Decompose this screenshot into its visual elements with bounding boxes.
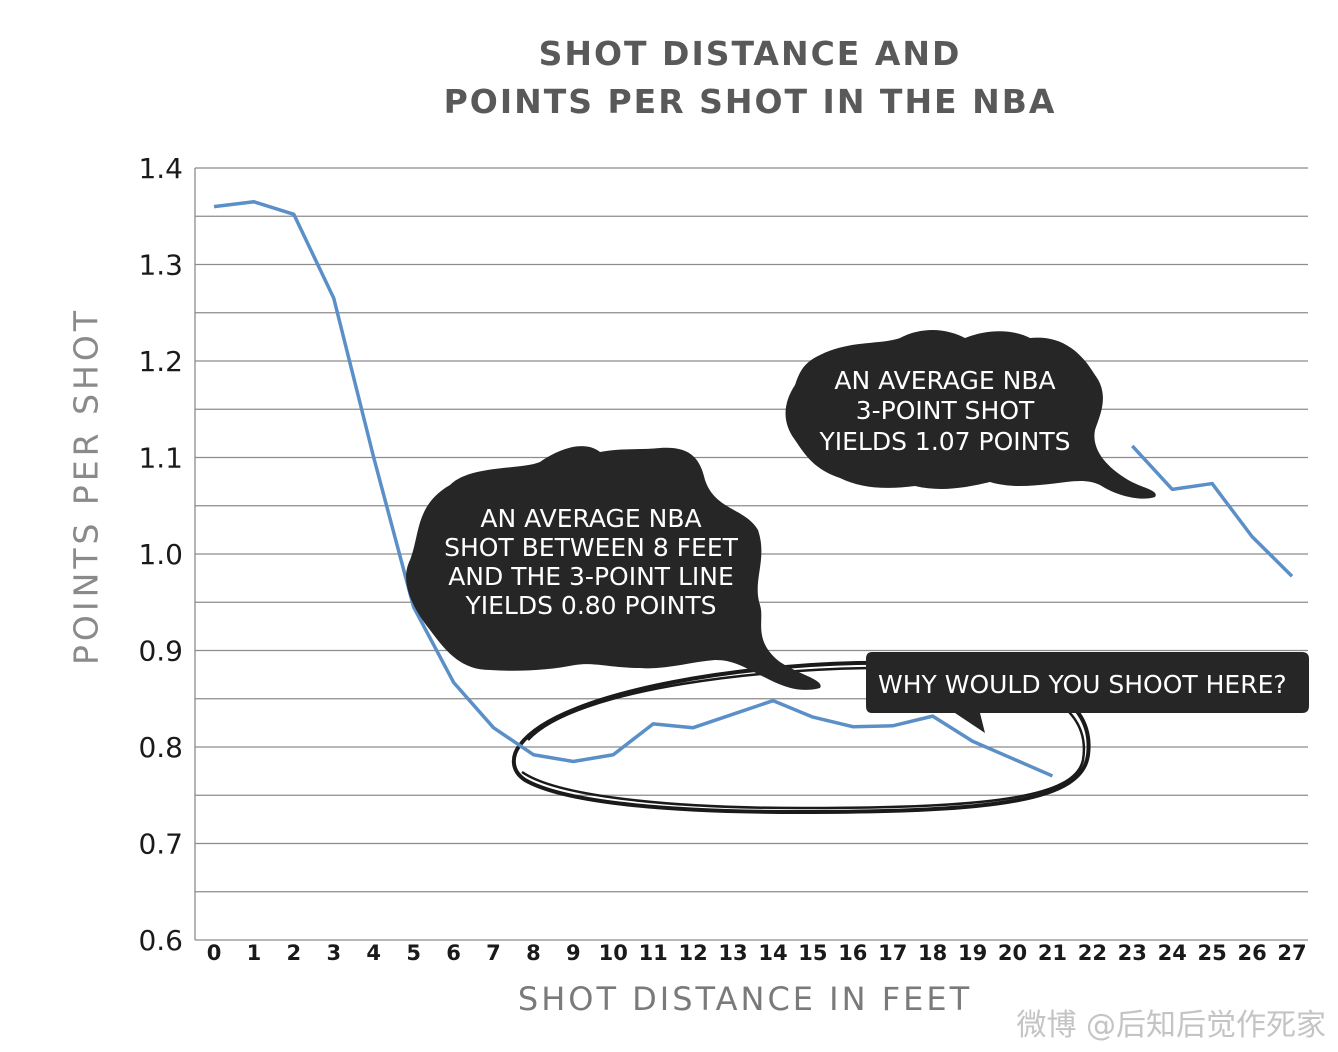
x-axis-ticks: 0 1 2 3 4 5 6 7 8 9 10 11 12 13 14 15 16 17 18 19 20 21 22 23 24… — [207, 941, 1307, 965]
chart-title-line2: POINTS PER SHOT IN THE NBA — [443, 82, 1057, 121]
y-tick-label: 1.2 — [138, 345, 183, 378]
y-axis-label: POINTS PER SHOT — [66, 307, 106, 665]
x-tick-label: 9 — [566, 941, 581, 965]
y-tick-label: 0.9 — [138, 635, 183, 668]
y-tick-label: 1.3 — [138, 249, 183, 282]
x-tick-label: 11 — [639, 941, 668, 965]
y-tick-label: 0.7 — [138, 828, 183, 861]
x-tick-label: 3 — [326, 941, 341, 965]
x-tick-label: 6 — [446, 941, 461, 965]
x-tick-label: 22 — [1078, 941, 1107, 965]
three-point-callout-line3: YIELDS 1.07 POINTS — [818, 427, 1070, 456]
y-tick-label: 0.6 — [138, 924, 183, 957]
y-tick-label: 1.0 — [138, 538, 183, 571]
x-tick-label: 20 — [998, 941, 1027, 965]
three-point-callout-line2: 3-POINT SHOT — [856, 396, 1035, 425]
midrange-callout-line1: AN AVERAGE NBA — [480, 504, 701, 533]
x-tick-label: 1 — [247, 941, 262, 965]
question-callout: WHY WOULD YOU SHOOT HERE? — [866, 652, 1309, 733]
x-tick-label: 4 — [366, 941, 381, 965]
y-tick-label: 0.8 — [138, 731, 183, 764]
data-line — [213, 200, 1294, 778]
x-tick-label: 0 — [207, 941, 222, 965]
series-line — [1131, 444, 1294, 578]
x-tick-label: 21 — [1038, 941, 1067, 965]
y-tick-label: 1.1 — [138, 442, 183, 475]
series-line — [213, 200, 1054, 778]
midrange-callout-line2: SHOT BETWEEN 8 FEET — [444, 533, 739, 562]
three-point-speech-bubble: AN AVERAGE NBA 3-POINT SHOT YIELDS 1.07 … — [785, 330, 1156, 499]
x-tick-label: 16 — [838, 941, 867, 965]
x-tick-label: 23 — [1118, 941, 1147, 965]
x-tick-label: 10 — [599, 941, 628, 965]
x-tick-label: 14 — [758, 941, 787, 965]
y-tick-label: 1.4 — [138, 152, 183, 185]
question-callout-text: WHY WOULD YOU SHOOT HERE? — [878, 670, 1287, 699]
midrange-callout-line4: YIELDS 0.80 POINTS — [464, 591, 716, 620]
watermark: 微博 @后知后觉作死家 — [1016, 1008, 1326, 1043]
x-tick-label: 17 — [878, 941, 907, 965]
y-axis-ticks: 1.4 1.3 1.2 1.1 1.0 0.9 0.8 0.7 0.6 — [138, 152, 183, 957]
x-axis-label: SHOT DISTANCE IN FEET — [517, 980, 973, 1018]
midrange-callout-line3: AND THE 3-POINT LINE — [448, 562, 734, 591]
x-tick-label: 12 — [678, 941, 707, 965]
chart-title-line1: SHOT DISTANCE AND — [538, 34, 962, 73]
x-tick-label: 27 — [1277, 941, 1306, 965]
midrange-speech-bubble: AN AVERAGE NBA SHOT BETWEEN 8 FEET AND T… — [406, 446, 821, 690]
x-tick-label: 2 — [287, 941, 302, 965]
x-tick-label: 24 — [1158, 941, 1187, 965]
x-tick-label: 7 — [486, 941, 501, 965]
circled-region-scribble-2 — [521, 666, 1086, 810]
x-tick-label: 25 — [1198, 941, 1227, 965]
x-tick-label: 26 — [1237, 941, 1266, 965]
x-tick-label: 15 — [798, 941, 827, 965]
x-tick-label: 13 — [718, 941, 747, 965]
x-tick-label: 19 — [958, 941, 987, 965]
x-tick-label: 8 — [526, 941, 541, 965]
x-tick-label: 18 — [918, 941, 947, 965]
three-point-callout-line1: AN AVERAGE NBA — [834, 366, 1055, 395]
x-tick-label: 5 — [406, 941, 421, 965]
